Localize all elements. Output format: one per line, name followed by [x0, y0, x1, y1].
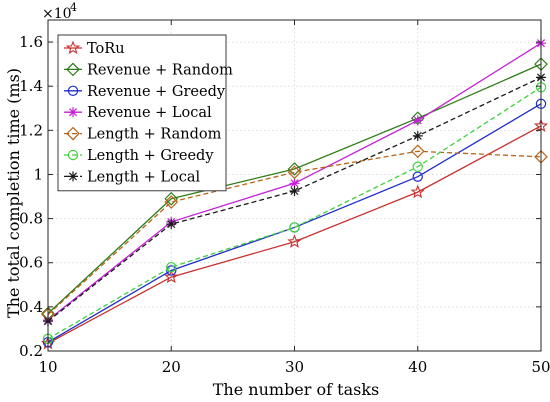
legend-swatch-marker	[66, 62, 80, 77]
legend-label: Length + Local	[87, 169, 200, 185]
legend-label: Length + Random	[87, 127, 222, 143]
tick-layer: 10 20 30 40 50 0.2 0.4 0.6 0.8 1 1.2 1.4 1.6	[19, 20, 550, 376]
x-tick-label: 30	[285, 358, 304, 376]
y-tick-label: 0.8	[19, 210, 43, 228]
data-point-length-local	[289, 186, 300, 197]
data-point-length-random	[164, 195, 179, 209]
data-point-revenue-random	[164, 191, 179, 206]
y-tick-label: 1.4	[19, 77, 43, 95]
legend-swatch-marker	[67, 149, 79, 161]
data-point-revenue-local	[289, 178, 300, 189]
x-tick-label: 50	[531, 358, 550, 376]
legend-label: Revenue + Local	[87, 105, 212, 121]
legend-label: ToRu	[87, 41, 125, 57]
data-point-length-random	[287, 165, 302, 180]
y-tick-label: 0.4	[19, 298, 43, 316]
y-tick-label: 0.2	[19, 342, 43, 360]
legend-label: Revenue + Random	[87, 62, 233, 78]
x-tick-label: 20	[162, 358, 181, 376]
legend-entry-toru: ToRu	[64, 40, 125, 57]
data-point-toru	[410, 184, 425, 199]
legend-entry-length-greedy: Length + Greedy	[64, 148, 214, 164]
legend-entry-revenue-greedy: Revenue + Greedy	[64, 84, 226, 100]
y-tick-label: 1.6	[19, 33, 43, 51]
data-point-length-greedy	[166, 261, 177, 273]
data-point-revenue-local	[412, 115, 423, 126]
data-point-length-local	[412, 130, 423, 141]
y-tick-label: 0.6	[19, 254, 43, 272]
y-scale-exponent: 4	[70, 1, 77, 14]
legend-swatch-marker	[68, 107, 78, 118]
x-tick-label: 40	[408, 358, 427, 376]
series-line-length-random	[47, 150, 542, 316]
legend-label: Revenue + Greedy	[87, 84, 226, 100]
legend-entry-length-local: Length + Local	[64, 169, 200, 185]
legend-swatch-marker	[68, 171, 78, 182]
y-scale-factor: ×10 4	[42, 1, 77, 22]
legend-swatch-marker	[65, 40, 81, 55]
data-point-revenue-random	[287, 162, 302, 176]
legend: ToRu Revenue + Random Revenue + Greedy Reve…	[57, 34, 233, 192]
legend-entry-revenue-local: Revenue + Local	[64, 105, 212, 121]
y-scale-base: ×10	[42, 6, 72, 22]
data-point-length-greedy	[412, 161, 423, 172]
series-line-length-greedy	[47, 86, 542, 340]
y-axis-label: The total completion time (ms)	[4, 68, 23, 318]
legend-entry-revenue-random: Revenue + Random	[64, 62, 233, 78]
data-point-revenue-greedy	[412, 171, 423, 182]
data-point-length-random	[410, 144, 425, 159]
legend-swatch-marker	[67, 85, 79, 97]
legend-label: Length + Greedy	[87, 148, 214, 164]
y-tick-label: 1.2	[19, 121, 43, 139]
data-point-toru	[287, 234, 302, 248]
data-point-length-local	[166, 219, 177, 230]
x-tick-label: 10	[38, 358, 57, 376]
legend-box	[57, 34, 227, 192]
legend-entry-length-random: Length + Random	[64, 127, 222, 143]
series-line-revenue-random	[47, 63, 542, 314]
data-point-length-greedy	[289, 222, 300, 233]
legend-swatch-marker	[66, 126, 80, 141]
x-axis-label: The number of tasks	[213, 380, 379, 399]
data-point-toru	[164, 269, 179, 284]
y-tick-label: 1	[33, 165, 43, 183]
series-line-toru	[47, 125, 542, 344]
